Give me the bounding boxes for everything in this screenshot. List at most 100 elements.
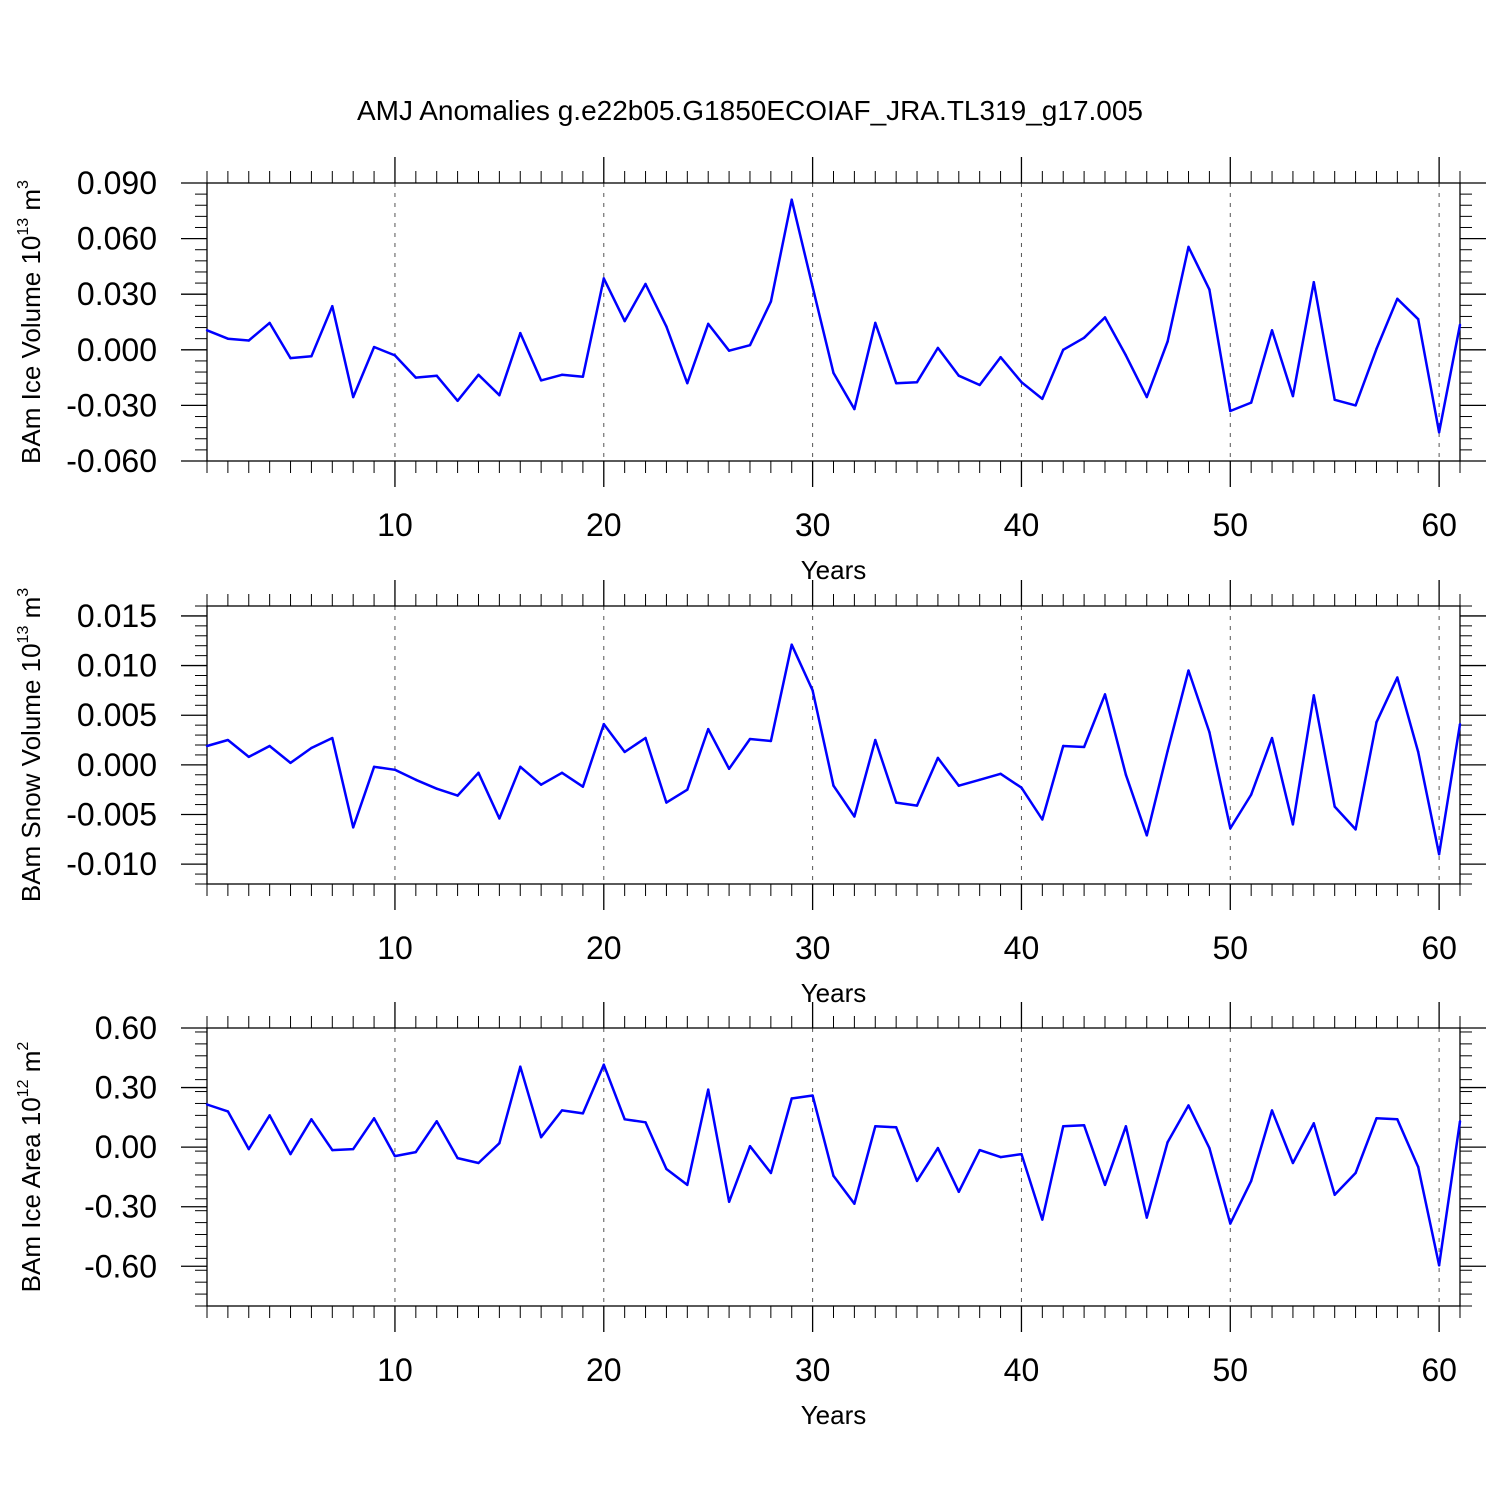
data-point bbox=[936, 346, 940, 350]
data-point bbox=[1417, 1165, 1420, 1169]
panels: 10 20 30 40 50 60 -0.060 -0.030 0.000 0.030 0.060 0… bbox=[15, 157, 1486, 1430]
x-tick-label: 40 bbox=[1004, 507, 1040, 543]
x-tick-label: 30 bbox=[795, 1352, 831, 1388]
data-point bbox=[832, 371, 835, 375]
data-point bbox=[1437, 1264, 1441, 1267]
data-point bbox=[1333, 398, 1336, 402]
data-point bbox=[331, 1148, 334, 1152]
data-point bbox=[707, 322, 710, 326]
data-point bbox=[247, 1147, 250, 1151]
y-tick-label: 0.015 bbox=[77, 598, 157, 634]
data-point bbox=[1187, 669, 1190, 672]
data-point bbox=[665, 1167, 668, 1171]
data-point bbox=[1208, 288, 1211, 291]
series-line bbox=[206, 1063, 1462, 1267]
data-point bbox=[978, 1148, 981, 1152]
data-point bbox=[602, 722, 605, 726]
data-point bbox=[1249, 793, 1253, 796]
data-point bbox=[1103, 316, 1107, 319]
data-point bbox=[205, 329, 209, 332]
data-point bbox=[957, 1190, 960, 1194]
data-point bbox=[393, 1154, 397, 1158]
data-point bbox=[915, 381, 919, 384]
data-point bbox=[560, 771, 564, 774]
data-point bbox=[519, 765, 522, 769]
data-point bbox=[456, 1156, 459, 1160]
data-point bbox=[1270, 1109, 1274, 1112]
x-tick-label: 30 bbox=[795, 507, 831, 543]
x-tick-label: 60 bbox=[1421, 507, 1457, 543]
data-point bbox=[832, 784, 835, 787]
data-point bbox=[581, 375, 585, 378]
y-tick-label: 0.010 bbox=[77, 648, 157, 684]
x-axis-label: Years bbox=[801, 1400, 867, 1430]
data-point bbox=[915, 1179, 919, 1183]
data-point bbox=[1166, 1140, 1169, 1144]
data-point bbox=[1270, 329, 1274, 332]
x-tick-label: 20 bbox=[586, 507, 622, 543]
data-point bbox=[1291, 394, 1295, 398]
data-point bbox=[1417, 318, 1420, 321]
data-point bbox=[853, 1202, 856, 1205]
data-point bbox=[498, 1141, 501, 1145]
data-point bbox=[498, 817, 501, 820]
data-point bbox=[435, 1120, 438, 1123]
data-point bbox=[978, 383, 981, 387]
data-point bbox=[310, 1118, 313, 1121]
y-tick-label: -0.010 bbox=[66, 846, 157, 882]
data-point bbox=[268, 744, 271, 748]
y-axis-label: BAm Ice Volume 1013 m3 bbox=[15, 180, 46, 464]
data-point bbox=[1145, 395, 1148, 399]
data-point bbox=[1354, 828, 1357, 831]
data-point bbox=[1437, 431, 1441, 434]
data-point bbox=[1270, 736, 1274, 740]
data-point bbox=[894, 381, 898, 385]
data-point bbox=[1020, 381, 1023, 384]
data-point bbox=[205, 1103, 209, 1106]
data-point bbox=[1124, 1125, 1128, 1128]
data-point bbox=[644, 1121, 647, 1124]
data-point bbox=[372, 1117, 376, 1120]
data-point bbox=[539, 379, 543, 382]
data-point bbox=[226, 337, 230, 340]
data-point bbox=[686, 381, 689, 385]
data-point bbox=[1166, 340, 1169, 343]
data-point bbox=[393, 354, 397, 357]
x-tick-label: 20 bbox=[586, 930, 622, 966]
data-point bbox=[978, 778, 981, 781]
data-point bbox=[1375, 1117, 1378, 1120]
data-point bbox=[289, 356, 292, 360]
data-point bbox=[1354, 1171, 1357, 1175]
data-point bbox=[435, 374, 438, 377]
data-point bbox=[1020, 786, 1023, 789]
x-tick-label: 40 bbox=[1004, 930, 1040, 966]
x-tick-label: 50 bbox=[1212, 507, 1248, 543]
data-point bbox=[247, 339, 250, 342]
data-point bbox=[560, 373, 564, 377]
data-point bbox=[1249, 401, 1253, 404]
data-point bbox=[351, 826, 355, 829]
data-point bbox=[331, 305, 334, 308]
data-point bbox=[331, 736, 334, 740]
data-point bbox=[727, 1200, 731, 1203]
data-point bbox=[1333, 1193, 1336, 1197]
y-tick-label: 0.090 bbox=[77, 165, 157, 201]
data-point bbox=[581, 785, 585, 788]
data-point bbox=[1166, 749, 1169, 753]
data-point bbox=[414, 376, 418, 379]
data-point bbox=[748, 1144, 752, 1148]
data-point bbox=[874, 738, 877, 742]
data-point bbox=[1187, 245, 1190, 249]
data-point bbox=[1229, 1222, 1232, 1225]
y-tick-label: 0.000 bbox=[77, 747, 157, 783]
data-point bbox=[707, 727, 710, 731]
data-point bbox=[853, 407, 856, 411]
y-tick-label: 0.005 bbox=[77, 697, 157, 733]
data-point bbox=[351, 1147, 355, 1151]
data-point bbox=[832, 1174, 835, 1178]
data-point bbox=[1062, 1125, 1065, 1128]
data-point bbox=[1417, 750, 1420, 754]
data-point bbox=[393, 768, 397, 772]
data-point bbox=[1082, 336, 1086, 339]
